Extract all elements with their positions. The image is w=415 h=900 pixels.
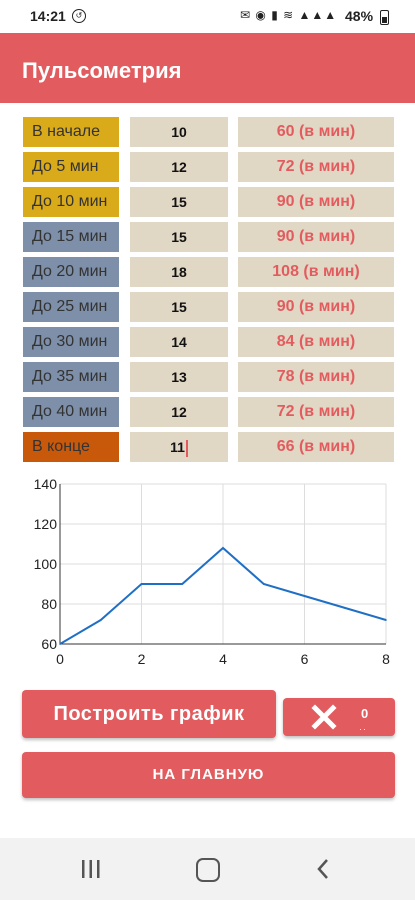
data-point — [303, 595, 306, 597]
home-icon[interactable] — [196, 858, 220, 882]
page-title: Пульсометрия — [22, 58, 182, 83]
status-time: 14:21 — [30, 8, 66, 24]
row-label: До 25 мин — [23, 292, 119, 322]
close-icon — [311, 704, 337, 730]
pulse-input[interactable]: 13 — [130, 362, 228, 392]
battery-icon — [380, 10, 389, 25]
row-label: В начале — [23, 117, 119, 147]
data-point — [222, 547, 224, 549]
data-point — [140, 583, 143, 585]
row-label: В конце — [23, 432, 119, 462]
alarm-icon: ↺ — [72, 9, 86, 23]
data-point — [344, 607, 347, 609]
row-label: До 40 мин — [23, 397, 119, 427]
row-label: До 15 мин — [23, 222, 119, 252]
battery-percent: 48% — [345, 8, 374, 24]
pulse-result: 90 (в мин) — [238, 292, 394, 322]
row-label: До 30 мин — [23, 327, 119, 357]
x-tick-label: 6 — [301, 651, 309, 667]
pulse-result: 60 (в мин) — [238, 117, 394, 147]
data-point — [99, 619, 102, 621]
pulse-result: 84 (в мин) — [238, 327, 394, 357]
status-bar: 14:21 ↺ ✉ ◉ ▮ ≋ ▲▲▲ 48% — [0, 0, 415, 33]
pulse-input[interactable]: 14 — [130, 327, 228, 357]
measurement-row: В начале 10 60 (в мин) — [0, 117, 415, 147]
pulse-input[interactable]: 12 — [130, 152, 228, 182]
status-icons: ✉ ◉ ▮ ≋ ▲▲▲ — [240, 8, 338, 22]
pulse-input[interactable]: 15 — [130, 187, 228, 217]
data-point — [262, 583, 265, 585]
x-tick-label: 8 — [382, 651, 390, 667]
measurement-row: До 10 мин 15 90 (в мин) — [0, 187, 415, 217]
measurement-row: До 30 мин 14 84 (в мин) — [0, 327, 415, 357]
y-tick-label: 120 — [34, 516, 58, 532]
pulse-input[interactable]: 15 — [130, 292, 228, 322]
pulse-result: 72 (в мин) — [238, 152, 394, 182]
pulse-result: 90 (в мин) — [238, 187, 394, 217]
row-label: До 35 мин — [23, 362, 119, 392]
y-tick-label: 60 — [41, 636, 57, 652]
x-tick-label: 0 — [56, 651, 64, 667]
measurement-row: До 15 мин 15 90 (в мин) — [0, 222, 415, 252]
app-bar: Пульсометрия — [0, 33, 415, 103]
row-label: До 5 мин — [23, 152, 119, 182]
pulse-chart: 60 80 100 120 140 0 2 4 6 8 — [34, 478, 390, 667]
pulse-input[interactable]: 10 — [130, 117, 228, 147]
data-point — [181, 583, 184, 585]
pulse-input[interactable]: 12 — [130, 397, 228, 427]
clear-button[interactable]: 0 ·· — [283, 698, 395, 736]
pulse-input[interactable]: 15 — [130, 222, 228, 252]
text-cursor — [185, 439, 188, 457]
pulse-result: 90 (в мин) — [238, 222, 394, 252]
back-icon[interactable] — [316, 858, 330, 880]
clear-count: 0 — [361, 706, 369, 721]
pulse-result: 66 (в мин) — [238, 432, 394, 462]
data-point — [59, 643, 61, 645]
home-button[interactable]: НА ГЛАВНУЮ — [22, 752, 395, 798]
pulse-result: 72 (в мин) — [238, 397, 394, 427]
row-label: До 10 мин — [23, 187, 119, 217]
system-nav-bar — [0, 838, 415, 900]
y-tick-label: 100 — [34, 556, 58, 572]
data-point — [385, 619, 387, 621]
pulse-input-text: 11 — [170, 439, 185, 455]
recents-icon[interactable] — [80, 859, 102, 879]
measurement-row: В конце 11 66 (в мин) — [0, 432, 415, 462]
row-label: До 20 мин — [23, 257, 119, 287]
y-tick-label: 140 — [34, 478, 58, 492]
build-chart-button[interactable]: Построить график — [22, 690, 276, 738]
x-tick-label: 4 — [219, 651, 227, 667]
measurement-row: До 35 мин 13 78 (в мин) — [0, 362, 415, 392]
x-tick-label: 2 — [138, 651, 146, 667]
measurement-row: До 5 мин 12 72 (в мин) — [0, 152, 415, 182]
measurement-row: До 40 мин 12 72 (в мин) — [0, 397, 415, 427]
pulse-input-active[interactable]: 11 — [130, 432, 228, 462]
pulse-input[interactable]: 18 — [130, 257, 228, 287]
pulse-result: 108 (в мин) — [238, 257, 394, 287]
measurement-row: До 20 мин 18 108 (в мин) — [0, 257, 415, 287]
count-dots: ·· — [359, 724, 367, 734]
pulse-result: 78 (в мин) — [238, 362, 394, 392]
measurement-row: До 25 мин 15 90 (в мин) — [0, 292, 415, 322]
y-tick-label: 80 — [41, 596, 57, 612]
